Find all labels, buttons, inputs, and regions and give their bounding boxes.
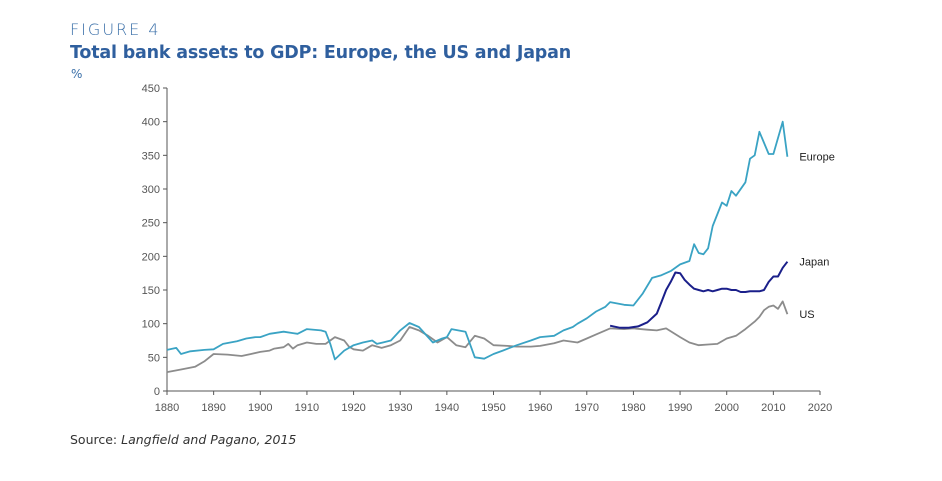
series-label-us: US: [799, 309, 814, 321]
y-tick-label: 450: [142, 83, 160, 95]
x-tick-label: 1950: [481, 402, 505, 414]
source-prefix: Source:: [70, 432, 122, 447]
x-tick-label: 2020: [808, 402, 832, 414]
y-tick-label: 400: [142, 117, 160, 129]
series-line-europe: [166, 120, 789, 361]
y-tick-label: 200: [142, 251, 160, 263]
x-tick-label: 1990: [668, 402, 692, 414]
y-tick-label: 0: [154, 386, 160, 398]
y-tick-label: 250: [142, 218, 160, 230]
series-label-japan: Japan: [799, 257, 829, 269]
y-tick-label: 50: [148, 352, 160, 364]
x-tick-label: 1910: [295, 402, 319, 414]
axes: 0 50 100 150 200 250 300 350 400 450 1880 1890 1900 1…: [142, 83, 833, 414]
figure-label: FIGURE 4: [70, 20, 161, 39]
series-labels: US Europe Japan: [799, 152, 834, 322]
y-tick-label: 300: [142, 184, 160, 196]
x-tick-label: 1900: [248, 402, 272, 414]
series-line-us: [166, 300, 789, 373]
x-tick-label: 1960: [528, 402, 552, 414]
unit-label: %: [71, 67, 83, 81]
source-text: Langfield and Pagano, 2015: [121, 432, 297, 447]
series-label-europe: Europe: [799, 152, 834, 164]
x-tick-label: 1940: [435, 402, 459, 414]
chart-title: Total bank assets to GDP: Europe, the US…: [70, 43, 571, 63]
x-tick-label: 1930: [388, 402, 412, 414]
x-tick-label: 1890: [201, 402, 225, 414]
x-tick-label: 2010: [761, 402, 785, 414]
y-tick-label: 100: [142, 319, 160, 331]
source-note: Source: Langfield and Pagano, 2015: [70, 432, 296, 447]
x-tick-label: 1920: [341, 402, 365, 414]
series-lines: [166, 120, 789, 373]
x-tick-label: 1970: [575, 402, 599, 414]
series-line-japan: [609, 261, 789, 329]
y-tick-label: 350: [142, 150, 160, 162]
x-tick-label: 2000: [714, 402, 738, 414]
x-tick-label: 1980: [621, 402, 645, 414]
y-tick-label: 150: [142, 285, 160, 297]
x-tick-label: 1880: [155, 402, 179, 414]
